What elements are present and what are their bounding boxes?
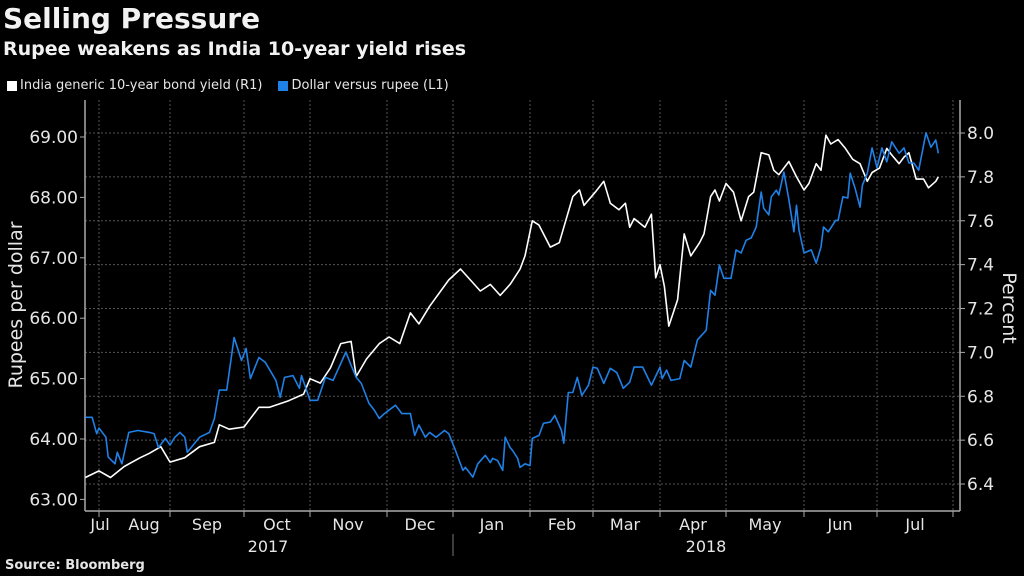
x-tick-label: Jun (827, 515, 853, 534)
rupee-line (85, 132, 940, 478)
y-left-tick-label: 68.00 (29, 188, 78, 208)
y-left-tick-label: 67.00 (29, 249, 78, 269)
y-left-tick-label: 69.00 (29, 128, 78, 148)
legend-swatch-rupee (278, 80, 289, 91)
x-tick-label: Nov (332, 515, 363, 534)
y-right-tick-label: 8.0 (967, 124, 994, 144)
y-right-tick-label: 7.2 (967, 300, 994, 320)
legend-swatch-yield (7, 80, 17, 91)
legend-label-yield: India generic 10-year bond yield (R1) (20, 78, 263, 93)
y-right-tick-label: 7.8 (967, 168, 994, 188)
y-right-tick-label: 7.6 (967, 212, 994, 232)
y-left-tick-label: 65.00 (29, 370, 78, 390)
x-tick-label: Aug (128, 515, 159, 534)
x-tick-label: Oct (263, 515, 291, 534)
y-left-tick-label: 63.00 (29, 490, 78, 510)
legend-item-rupee: Dollar versus rupee (L1) (278, 78, 449, 93)
x-year-label: 2017 (248, 537, 289, 556)
y-right-tick-label: 7.4 (967, 256, 994, 276)
y-left-tick-label: 66.00 (29, 309, 78, 329)
x-tick-label: Jan (479, 515, 505, 534)
x-tick-label: Apr (679, 515, 707, 534)
chart-subtitle: Rupee weakens as India 10-year yield ris… (3, 38, 467, 60)
chart-title: Selling Pressure (3, 2, 261, 35)
legend-label-rupee: Dollar versus rupee (L1) (291, 78, 449, 93)
y-right-tick-label: 6.4 (967, 475, 994, 495)
source-note: Source: Bloomberg (5, 558, 145, 573)
legend-item-yield: India generic 10-year bond yield (R1) (7, 78, 262, 93)
legend: India generic 10-year bond yield (R1) Do… (7, 78, 449, 93)
y-axis-left-label: Rupees per dollar (5, 221, 27, 388)
x-year-label: 2018 (686, 537, 727, 556)
y-axis-right-label: Percent (998, 272, 1020, 344)
x-tick-label: Mar (610, 515, 641, 534)
x-tick-label: Dec (405, 515, 436, 534)
axes: 6.4 6.6 6.8 7.0 7.2 7.4 7.6 7.8 8.0 63.00 64.00 65.… (29, 100, 994, 556)
x-tick-label: Sep (192, 515, 222, 534)
y-right-tick-label: 6.8 (967, 387, 994, 407)
grid (85, 100, 960, 511)
series-lines (84, 132, 940, 479)
y-right-tick-label: 6.6 (967, 431, 994, 451)
x-tick-label: Jul (904, 515, 924, 534)
x-tick-label: Feb (548, 515, 576, 534)
y-left-tick-label: 64.00 (29, 430, 78, 450)
yield-line (84, 134, 939, 479)
x-tick-label: Jul (89, 515, 109, 534)
y-right-tick-label: 7.0 (967, 343, 994, 363)
x-tick-label: May (748, 515, 781, 534)
